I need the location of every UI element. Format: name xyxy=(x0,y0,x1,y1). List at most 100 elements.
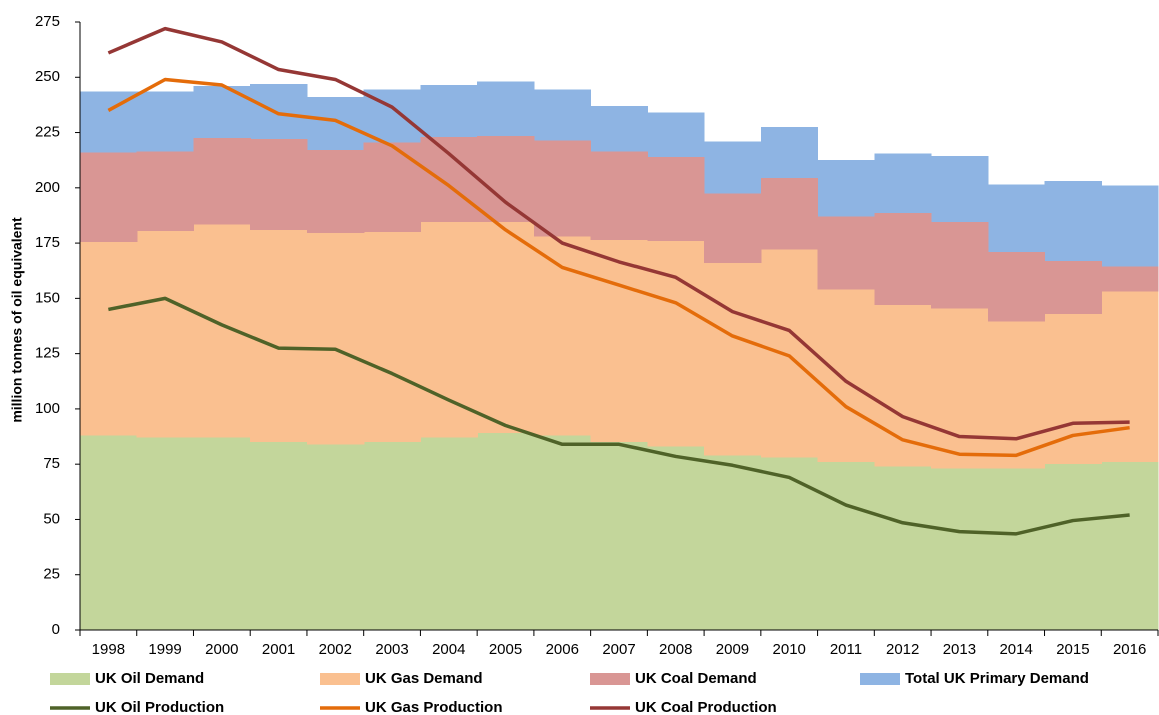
area-segment xyxy=(533,435,592,630)
legend-label: UK Coal Demand xyxy=(635,670,757,687)
legend: UK Oil Demand UK Gas Demand UK Coal Demand… xyxy=(50,670,1089,715)
x-tick-label: 2014 xyxy=(999,641,1032,658)
area-segment xyxy=(590,239,648,443)
y-tick-label: 0 xyxy=(52,621,60,638)
x-tick-label: 2000 xyxy=(205,641,238,658)
y-axis-label: million tonnes of oil equivalent xyxy=(9,217,25,423)
y-tick-label: 225 xyxy=(35,124,60,141)
x-tick-label: 2004 xyxy=(432,641,465,658)
x-tick-label: 2015 xyxy=(1056,641,1089,658)
y-tick-label: 250 xyxy=(35,68,60,85)
legend-label: UK Oil Production xyxy=(95,699,224,715)
area-segment xyxy=(193,138,251,225)
x-tick-label: 2006 xyxy=(546,641,579,658)
area-segment xyxy=(363,142,422,233)
area-segment xyxy=(1044,313,1102,465)
area-segment xyxy=(363,442,422,630)
legend-swatch xyxy=(50,673,90,685)
y-tick-label: 25 xyxy=(43,566,60,583)
area-segment xyxy=(80,435,138,630)
area-segment xyxy=(420,437,478,630)
x-tick-label: 2011 xyxy=(830,641,862,658)
legend-label: Total UK Primary Demand xyxy=(905,670,1089,687)
area-segment xyxy=(931,308,989,469)
line xyxy=(107,26,1130,441)
area-segment xyxy=(704,193,762,263)
area-segment xyxy=(250,139,308,230)
area-segment xyxy=(1044,464,1102,630)
area-segment xyxy=(1101,461,1159,630)
x-tick-label: 2013 xyxy=(943,641,976,658)
area-segment xyxy=(250,442,308,630)
x-tick-label: 2002 xyxy=(319,641,352,658)
area-segment xyxy=(874,213,932,305)
area-segment xyxy=(80,241,138,436)
line xyxy=(107,77,1130,458)
x-tick-label: 1999 xyxy=(148,641,181,658)
y-tick-label: 50 xyxy=(43,510,60,527)
area-segment xyxy=(760,457,819,630)
x-tick-label: 1998 xyxy=(92,641,125,658)
area-segment xyxy=(193,224,251,438)
area-segment xyxy=(250,229,308,443)
area-segment xyxy=(760,249,819,458)
area-segment xyxy=(647,240,705,447)
y-tick-label: 100 xyxy=(35,400,60,417)
x-tick-label: 2010 xyxy=(773,641,806,658)
legend-label: UK Gas Production xyxy=(365,699,503,715)
area-segment xyxy=(704,262,762,456)
area-segment xyxy=(704,455,762,630)
area-segment xyxy=(874,304,932,467)
legend-label: UK Gas Demand xyxy=(365,670,483,687)
line xyxy=(108,296,1130,536)
area-segment xyxy=(647,446,705,630)
x-tick-label: 2007 xyxy=(602,641,635,658)
x-tick-label: 2012 xyxy=(886,641,919,658)
y-tick-label: 125 xyxy=(35,345,60,362)
x-tick-label: 2005 xyxy=(489,641,522,658)
area-segment xyxy=(987,251,1046,322)
y-tick-label: 200 xyxy=(35,179,60,196)
lines xyxy=(107,26,1130,536)
area-segment xyxy=(533,236,592,436)
areas xyxy=(80,81,1159,631)
area-segment xyxy=(306,233,365,445)
area-segment xyxy=(477,433,535,630)
area-segment xyxy=(363,232,422,443)
area-segment xyxy=(931,222,989,309)
area-segment xyxy=(136,437,195,630)
area-segment xyxy=(987,468,1046,630)
x-tick-label: 2003 xyxy=(375,641,408,658)
legend-swatch xyxy=(320,673,360,685)
x-tick-label: 2001 xyxy=(262,641,295,658)
x-tick-label: 2008 xyxy=(659,641,692,658)
legend-label: UK Coal Production xyxy=(635,699,777,715)
y-tick-label: 275 xyxy=(35,13,60,30)
area-segment xyxy=(193,437,251,630)
area-segment xyxy=(477,222,535,434)
y-tick-label: 75 xyxy=(43,455,60,472)
area-segment xyxy=(420,136,478,223)
area-segment xyxy=(760,177,819,250)
area-segment xyxy=(306,444,365,630)
area-segment xyxy=(987,321,1046,469)
area-segment xyxy=(590,442,648,630)
area-segment xyxy=(477,135,535,223)
y-tick-label: 150 xyxy=(35,289,60,306)
area-segment xyxy=(817,461,875,630)
area-segment xyxy=(931,468,989,630)
area-segment xyxy=(590,151,648,240)
legend-label: UK Oil Demand xyxy=(95,670,204,687)
area-segment xyxy=(1044,260,1102,314)
legend-swatch xyxy=(860,673,900,685)
area-segment xyxy=(420,222,478,438)
area-segment xyxy=(817,216,875,290)
legend-swatch xyxy=(590,673,630,685)
x-tick-label: 2009 xyxy=(716,641,749,658)
area-segment xyxy=(817,289,875,462)
area-segment xyxy=(306,150,365,234)
area-segment xyxy=(874,466,932,630)
y-tick-label: 175 xyxy=(35,234,60,251)
